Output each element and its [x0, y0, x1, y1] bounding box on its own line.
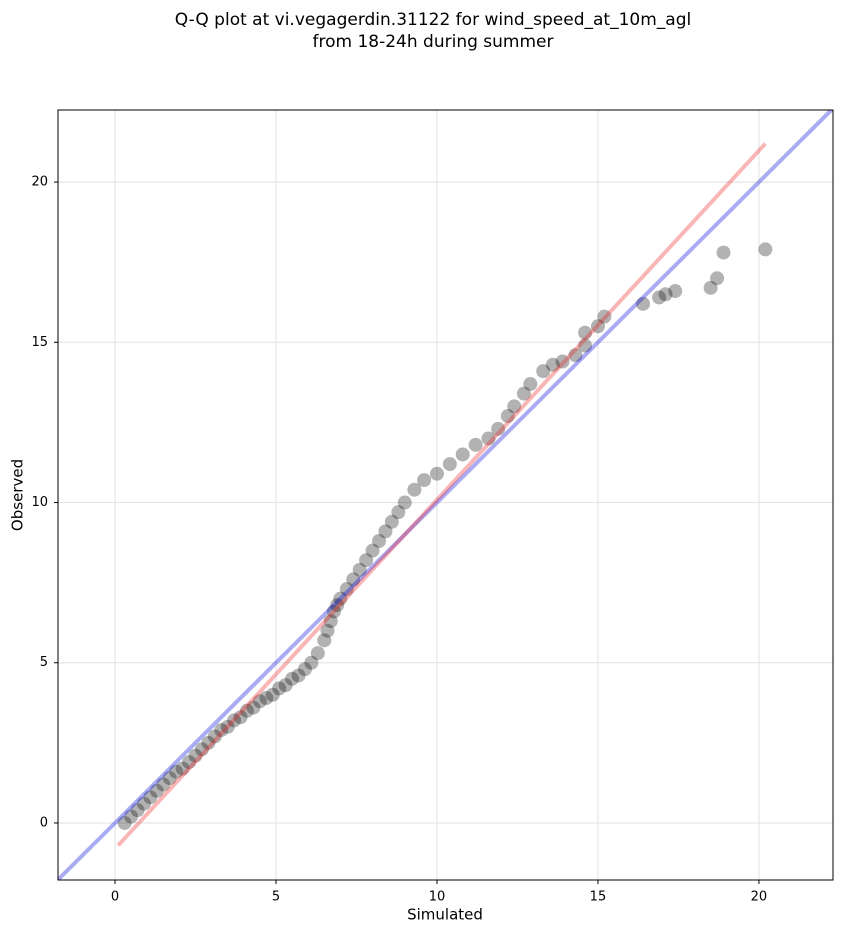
point	[590, 319, 605, 334]
point	[372, 533, 387, 548]
point	[117, 815, 132, 830]
point	[636, 296, 651, 311]
point	[278, 678, 293, 693]
point	[468, 437, 483, 452]
point	[136, 796, 151, 811]
point	[500, 409, 515, 424]
point	[442, 457, 457, 472]
point	[285, 671, 300, 686]
point	[397, 495, 412, 510]
plot-area	[58, 110, 833, 880]
point	[536, 364, 551, 379]
point	[455, 447, 470, 462]
point	[227, 713, 242, 728]
plot-frame	[57, 109, 834, 881]
point	[481, 431, 496, 446]
grid	[58, 110, 833, 880]
x-tick-label: 0	[111, 890, 119, 905]
point	[333, 591, 348, 606]
point	[304, 655, 319, 670]
point	[703, 280, 718, 295]
point	[516, 386, 531, 401]
y-tick-label: 10	[31, 495, 48, 510]
point	[417, 473, 432, 488]
x-tick-label: 20	[751, 890, 768, 905]
point	[143, 790, 158, 805]
point	[240, 703, 255, 718]
point	[259, 690, 274, 705]
x-tick-label: 10	[429, 890, 446, 905]
y-axis-label: Observed	[9, 459, 27, 531]
point	[252, 694, 267, 709]
point	[194, 742, 209, 757]
reference-line	[58, 110, 833, 880]
point	[429, 466, 444, 481]
point	[523, 376, 538, 391]
reference-line	[116, 142, 767, 847]
point	[317, 633, 332, 648]
point	[597, 309, 612, 324]
point	[188, 748, 203, 763]
y-tick-label: 0	[40, 815, 48, 830]
point	[330, 598, 345, 613]
point	[175, 761, 190, 776]
y-tick-label: 15	[31, 335, 48, 350]
point	[207, 729, 222, 744]
point	[578, 338, 593, 353]
point	[365, 543, 380, 558]
point	[310, 646, 325, 661]
point	[384, 514, 399, 529]
point	[320, 623, 335, 638]
point	[291, 668, 306, 683]
point	[233, 710, 248, 725]
point	[407, 482, 422, 497]
point	[668, 284, 683, 299]
point	[169, 764, 184, 779]
point	[507, 399, 522, 414]
point	[710, 271, 725, 286]
point	[491, 421, 506, 436]
point	[359, 553, 374, 568]
x-tick-label: 15	[590, 890, 607, 905]
point	[246, 700, 261, 715]
point	[652, 290, 667, 305]
point	[214, 723, 229, 738]
point	[758, 242, 773, 257]
point	[272, 681, 287, 696]
y-tick-label: 5	[40, 655, 48, 670]
point	[162, 771, 177, 786]
point	[555, 354, 570, 369]
x-tick-label: 5	[272, 890, 280, 905]
point	[265, 687, 280, 702]
point	[149, 783, 164, 798]
point	[658, 287, 673, 302]
point	[124, 809, 139, 824]
point	[568, 348, 583, 363]
point	[339, 582, 354, 597]
point	[578, 325, 593, 340]
point	[346, 572, 361, 587]
point	[220, 719, 235, 734]
point	[323, 614, 338, 629]
point	[130, 803, 145, 818]
point	[352, 562, 367, 577]
chart-subtitle: from 18-24h during summer	[313, 32, 554, 52]
point	[545, 357, 560, 372]
point	[156, 777, 171, 792]
point	[201, 735, 216, 750]
x-axis-label: Simulated	[407, 906, 483, 924]
point	[716, 245, 731, 260]
y-tick-label: 20	[31, 175, 48, 190]
point	[378, 524, 393, 539]
point	[297, 662, 312, 677]
chart-title: Q-Q plot at vi.vegagerdin.31122 for wind…	[175, 10, 691, 30]
point	[182, 755, 197, 770]
point	[326, 604, 341, 619]
point	[391, 505, 406, 520]
